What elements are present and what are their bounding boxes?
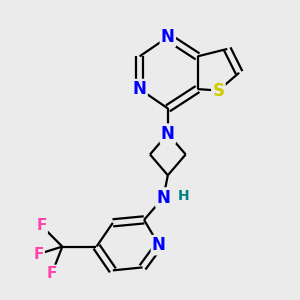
Text: F: F	[36, 218, 47, 233]
Text: N: N	[156, 189, 170, 207]
Text: N: N	[161, 28, 175, 46]
Text: H: H	[178, 189, 189, 203]
Text: N: N	[161, 125, 175, 143]
Text: N: N	[133, 80, 146, 98]
Text: F: F	[33, 247, 44, 262]
Text: N: N	[152, 236, 166, 254]
Text: S: S	[212, 82, 224, 100]
Text: F: F	[47, 266, 57, 281]
